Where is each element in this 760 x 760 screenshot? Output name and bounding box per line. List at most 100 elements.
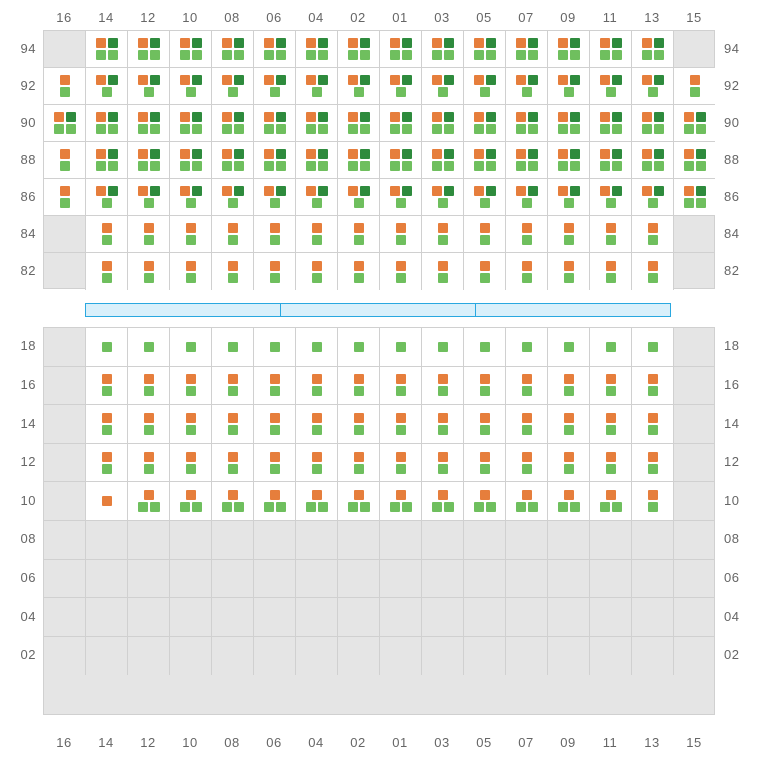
seat-cell[interactable] [422, 482, 464, 520]
seat-cell[interactable] [506, 405, 548, 443]
seat-cell[interactable] [254, 253, 296, 290]
seat-cell[interactable] [548, 328, 590, 366]
seat-cell[interactable] [422, 179, 464, 215]
seat-cell[interactable] [170, 31, 212, 67]
seat-cell[interactable] [632, 105, 674, 141]
seat-cell[interactable] [590, 216, 632, 252]
seat-cell[interactable] [338, 142, 380, 178]
seat-cell[interactable] [674, 142, 716, 178]
seat-cell[interactable] [296, 68, 338, 104]
seat-cell[interactable] [212, 367, 254, 405]
seat-cell[interactable] [464, 328, 506, 366]
seat-cell[interactable] [590, 405, 632, 443]
seat-cell[interactable] [464, 444, 506, 482]
seat-cell[interactable] [422, 105, 464, 141]
seat-cell[interactable] [506, 216, 548, 252]
seat-cell[interactable] [464, 105, 506, 141]
seat-cell[interactable] [464, 482, 506, 520]
seat-cell[interactable] [632, 142, 674, 178]
seat-cell[interactable] [506, 68, 548, 104]
seat-cell[interactable] [632, 444, 674, 482]
seat-cell[interactable] [170, 216, 212, 252]
seat-cell[interactable] [44, 179, 86, 215]
seat-cell[interactable] [464, 179, 506, 215]
seat-cell[interactable] [254, 216, 296, 252]
seat-cell[interactable] [128, 31, 170, 67]
seat-cell[interactable] [86, 367, 128, 405]
seat-cell[interactable] [632, 31, 674, 67]
seat-cell[interactable] [338, 444, 380, 482]
seat-cell[interactable] [380, 405, 422, 443]
seat-cell[interactable] [338, 179, 380, 215]
seat-cell[interactable] [86, 253, 128, 290]
seat-cell[interactable] [296, 253, 338, 290]
seat-cell[interactable] [506, 482, 548, 520]
seat-cell[interactable] [128, 367, 170, 405]
seat-cell[interactable] [254, 482, 296, 520]
seat-cell[interactable] [506, 367, 548, 405]
seat-cell[interactable] [422, 68, 464, 104]
seat-cell[interactable] [632, 482, 674, 520]
seat-cell[interactable] [380, 31, 422, 67]
seat-cell[interactable] [632, 367, 674, 405]
seat-cell[interactable] [296, 216, 338, 252]
seat-cell[interactable] [548, 216, 590, 252]
seat-cell[interactable] [128, 105, 170, 141]
seat-cell[interactable] [128, 179, 170, 215]
seat-cell[interactable] [44, 68, 86, 104]
seat-cell[interactable] [128, 142, 170, 178]
seat-cell[interactable] [338, 253, 380, 290]
seat-cell[interactable] [296, 179, 338, 215]
seat-cell[interactable] [632, 68, 674, 104]
seat-cell[interactable] [380, 105, 422, 141]
seat-cell[interactable] [464, 68, 506, 104]
seat-cell[interactable] [212, 31, 254, 67]
seat-cell[interactable] [380, 328, 422, 366]
seat-cell[interactable] [86, 328, 128, 366]
seat-cell[interactable] [590, 179, 632, 215]
seat-cell[interactable] [548, 253, 590, 290]
seat-cell[interactable] [380, 68, 422, 104]
seat-cell[interactable] [632, 405, 674, 443]
seat-cell[interactable] [422, 405, 464, 443]
seat-cell[interactable] [170, 179, 212, 215]
seat-cell[interactable] [86, 105, 128, 141]
seat-cell[interactable] [212, 68, 254, 104]
seat-cell[interactable] [338, 105, 380, 141]
seat-cell[interactable] [548, 405, 590, 443]
seat-cell[interactable] [128, 253, 170, 290]
seat-cell[interactable] [128, 68, 170, 104]
seat-cell[interactable] [548, 68, 590, 104]
seat-cell[interactable] [212, 405, 254, 443]
seat-cell[interactable] [632, 253, 674, 290]
seat-cell[interactable] [296, 482, 338, 520]
seat-cell[interactable] [170, 142, 212, 178]
seat-cell[interactable] [338, 482, 380, 520]
seat-cell[interactable] [548, 482, 590, 520]
seat-cell[interactable] [548, 367, 590, 405]
seat-cell[interactable] [128, 405, 170, 443]
seat-cell[interactable] [548, 179, 590, 215]
seat-cell[interactable] [254, 142, 296, 178]
seat-cell[interactable] [422, 253, 464, 290]
seat-cell[interactable] [506, 328, 548, 366]
seat-cell[interactable] [590, 328, 632, 366]
seat-cell[interactable] [590, 444, 632, 482]
seat-cell[interactable] [506, 444, 548, 482]
seat-cell[interactable] [170, 105, 212, 141]
seat-cell[interactable] [464, 367, 506, 405]
seat-cell[interactable] [338, 31, 380, 67]
seat-cell[interactable] [170, 253, 212, 290]
seat-cell[interactable] [590, 31, 632, 67]
seat-cell[interactable] [464, 31, 506, 67]
seat-cell[interactable] [422, 31, 464, 67]
seat-cell[interactable] [212, 328, 254, 366]
seat-cell[interactable] [380, 482, 422, 520]
seat-cell[interactable] [170, 405, 212, 443]
seat-cell[interactable] [254, 105, 296, 141]
seat-cell[interactable] [128, 216, 170, 252]
seat-cell[interactable] [422, 444, 464, 482]
seat-cell[interactable] [170, 444, 212, 482]
seat-cell[interactable] [212, 105, 254, 141]
seat-cell[interactable] [422, 216, 464, 252]
